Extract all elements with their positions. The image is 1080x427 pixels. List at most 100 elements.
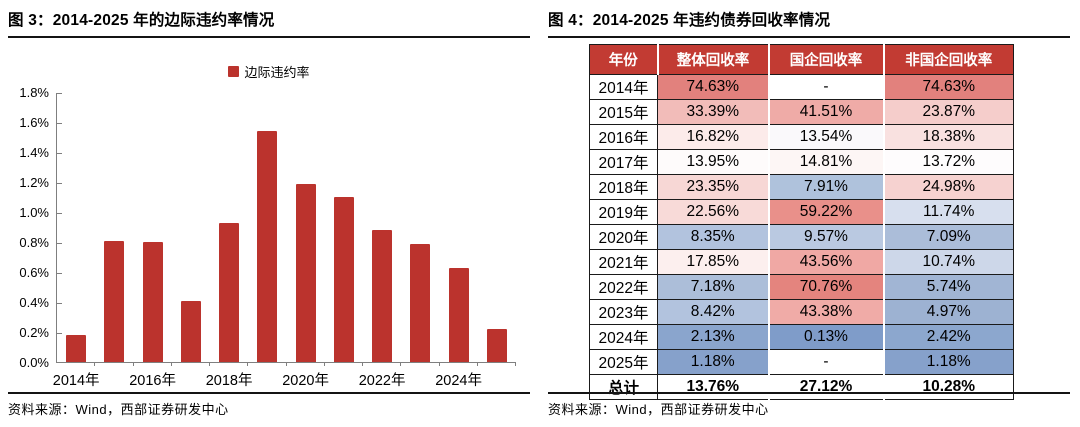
recovery-rate-table: 年份 整体回收率 国企回收率 非国企回收率 2014年 74.63% -74.63% 201… <box>589 44 1014 400</box>
column-header: 非国企回收率 <box>882 44 1014 75</box>
value-cell: 4.97% <box>882 299 1014 325</box>
value-cell: 18.38% <box>882 124 1014 150</box>
x-tick <box>95 362 134 366</box>
y-tick <box>57 213 62 214</box>
year-cell: 2014年 <box>589 74 658 100</box>
table-row: 2021年 17.85% 43.56% 10.74% <box>589 249 1014 275</box>
y-tick <box>57 273 62 274</box>
figure-3-title-rule <box>8 36 530 38</box>
legend-label: 边际违约率 <box>244 65 310 80</box>
value-cell: 43.38% <box>767 299 884 325</box>
value-cell: 7.18% <box>657 274 769 300</box>
year-cell: 2019年 <box>589 199 658 225</box>
figure-4-title-rule <box>548 36 1070 38</box>
value-cell: - <box>767 74 884 100</box>
y-tick-label: 0.4% <box>19 295 49 310</box>
value-cell: 70.76% <box>767 274 884 300</box>
bar-2017年 <box>180 300 201 362</box>
table-row: 总计 13.76% 27.12% 10.28% <box>589 374 1014 400</box>
figure-4-panel: 图 4：2014-2025 年违约债券回收率情况 年份 整体回收率 国企回收率 非国企… <box>540 0 1080 427</box>
year-cell: 2023年 <box>589 299 658 325</box>
year-cell: 2021年 <box>589 249 658 275</box>
x-ticks <box>57 362 516 366</box>
value-cell: - <box>767 349 884 375</box>
y-tick-label: 1.2% <box>19 175 49 190</box>
y-tick <box>57 123 62 124</box>
column-header: 整体回收率 <box>656 44 769 75</box>
table-row: 2025年 1.18% -1.18% <box>589 349 1014 375</box>
bar-2021年 <box>333 197 354 362</box>
table-body: 2014年 74.63% -74.63% 2015年 33.39% 41.51% 23.87… <box>589 74 1014 400</box>
table-header-row: 年份 整体回收率 国企回收率 非国企回收率 <box>589 44 1014 75</box>
column-header: 年份 <box>589 44 658 75</box>
x-tick <box>172 362 210 366</box>
year-cell: 2025年 <box>589 349 658 375</box>
year-cell: 2017年 <box>589 149 658 175</box>
bar-chart: 0.0% 0.2% 0.4% 0.6% 0.8% 1.0% 1.2% 1.4% 1.6% 1.8% <box>8 85 530 370</box>
x-tick <box>401 362 440 366</box>
bar-2024年 <box>448 267 469 362</box>
x-tick <box>134 362 172 366</box>
value-cell: 8.35% <box>657 224 769 250</box>
bar-slot <box>325 197 363 362</box>
table-row: 2016年 16.82% 13.54% 18.38% <box>589 124 1014 150</box>
value-cell: 23.35% <box>657 174 769 200</box>
year-cell: 2016年 <box>589 124 658 150</box>
x-tick <box>478 362 516 366</box>
x-tick-label: 2016年 <box>129 373 176 389</box>
y-tick-label: 1.0% <box>19 205 49 220</box>
bar-slot <box>210 222 248 362</box>
y-tick-label: 1.4% <box>19 145 49 160</box>
y-tick <box>57 153 62 154</box>
bar-2018年 <box>219 222 240 362</box>
bar-2015年 <box>104 240 125 362</box>
value-cell: 1.18% <box>882 349 1014 375</box>
plot-area <box>56 93 516 366</box>
bar-slot <box>287 183 325 362</box>
value-cell: 10.74% <box>882 249 1014 275</box>
column-header: 国企回收率 <box>767 44 884 75</box>
y-tick <box>57 333 62 334</box>
x-tick-label: 2022年 <box>358 373 406 389</box>
year-cell: 2018年 <box>589 174 658 200</box>
table-row: 2017年 13.95% 14.81% 13.72% <box>589 149 1014 175</box>
y-tick <box>57 93 62 94</box>
y-tick <box>57 303 62 304</box>
x-tick-label: 2018年 <box>205 373 253 389</box>
x-tick <box>57 362 96 366</box>
y-tick-label: 0.2% <box>19 325 49 340</box>
table-row: 2023年 8.42% 43.38% 4.97% <box>589 299 1014 325</box>
value-cell: 16.82% <box>657 124 769 150</box>
x-tick <box>440 362 478 366</box>
table-row: 2024年 2.13% 0.13% 2.42% <box>589 324 1014 350</box>
bar-slot <box>172 300 210 362</box>
y-tick-label: 0.6% <box>19 265 49 280</box>
value-cell: 13.72% <box>882 149 1014 175</box>
bar-slot <box>440 267 478 362</box>
x-tick <box>287 362 325 366</box>
y-tick-label: 0.0% <box>19 355 49 370</box>
value-cell: 24.98% <box>882 174 1014 200</box>
value-cell: 2.42% <box>882 324 1014 350</box>
value-cell: 74.63% <box>657 74 769 100</box>
figure-4-title: 图 4：2014-2025 年违约债券回收率情况 <box>548 12 831 29</box>
figure-3-title: 图 3：2014-2025 年的边际违约率情况 <box>8 12 275 29</box>
bar-2022年 <box>372 230 393 362</box>
value-cell: 7.09% <box>882 224 1014 250</box>
bar-2016年 <box>142 242 163 362</box>
table-row: 2020年 8.35% 9.57% 7.09% <box>589 224 1014 250</box>
value-cell: 8.42% <box>657 299 769 325</box>
value-cell: 2.13% <box>657 324 769 350</box>
x-tick-label: 2020年 <box>282 373 329 389</box>
bar-slot <box>95 240 133 362</box>
bar-slot <box>478 329 516 362</box>
table-row: 2018年 23.35% 7.91% 24.98% <box>589 174 1014 200</box>
table-row: 2022年 7.18% 70.76% 5.74% <box>589 274 1014 300</box>
value-cell: 1.18% <box>657 349 769 375</box>
value-cell: 74.63% <box>882 74 1014 100</box>
y-tick-label: 1.6% <box>19 115 49 130</box>
bar-slot <box>363 230 401 362</box>
value-cell: 33.39% <box>657 99 769 125</box>
year-cell: 2022年 <box>589 274 658 300</box>
